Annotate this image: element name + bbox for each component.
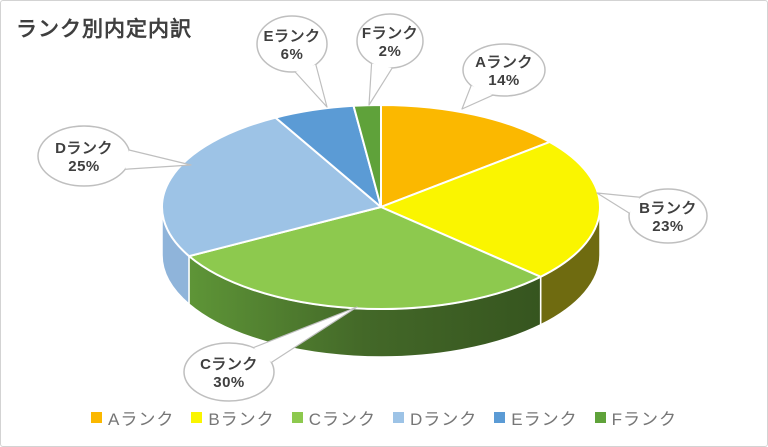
callout-c-tail [253,306,358,363]
legend-item-d[interactable]: Dランク [392,405,478,430]
legend: Aランク Bランク Cランク Dランク Eランク Fランク [1,399,767,435]
callout-f-tail [368,63,393,106]
callout-d-label: Dランク [55,140,113,157]
callout-b-tail [596,192,640,214]
callout-e[interactable] [256,15,328,73]
callout-b-percent: 23% [652,218,684,235]
legend-item-a[interactable]: Aランク [91,405,174,430]
callout-f-percent: 2% [379,43,402,60]
callout-a-percent: 14% [488,72,520,89]
legend-label-a: Aランク [108,409,175,429]
callout-f-label: Fランク [362,25,418,42]
callout-d-percent: 25% [68,158,100,175]
callout-c-label: Cランク [200,356,258,373]
pie-slice-d[interactable] [161,116,382,258]
callout-a[interactable] [462,43,546,97]
pie-slice-f[interactable] [352,104,382,208]
legend-swatch-f [594,411,606,423]
pie-slice-a[interactable] [380,104,551,208]
legend-swatch-c [291,411,303,423]
callout-e-label: Eランク [263,28,320,45]
legend-item-e[interactable]: Eランク [494,405,577,430]
callout-a-label: Aランク [475,54,533,71]
callout-c-percent: 30% [213,374,245,391]
legend-swatch-d [392,411,404,423]
callout-a-tail [461,85,494,110]
callout-b[interactable] [628,188,708,244]
legend-swatch-e [494,411,506,423]
legend-label-e: Eランク [511,409,578,429]
legend-swatch-b [191,411,203,423]
legend-item-f[interactable]: Fランク [594,405,677,430]
legend-label-c: Cランク [308,409,376,429]
callout-d-tail [125,149,192,170]
legend-swatch-a [91,411,102,423]
callout-e-tail [294,64,328,108]
legend-item-b[interactable]: Bランク [191,405,274,430]
callout-b-label: Bランク [639,200,697,217]
legend-label-b: Bランク [208,409,275,429]
legend-item-c[interactable]: Cランク [291,405,376,430]
chart-title: ランク別内定内訳 [16,18,192,41]
pie-slice-b[interactable] [380,140,601,278]
callout-e-percent: 6% [281,46,304,63]
callout-c[interactable] [183,342,275,402]
legend-label-d: Dランク [409,409,478,429]
legend-label-f: Fランク [611,409,677,429]
